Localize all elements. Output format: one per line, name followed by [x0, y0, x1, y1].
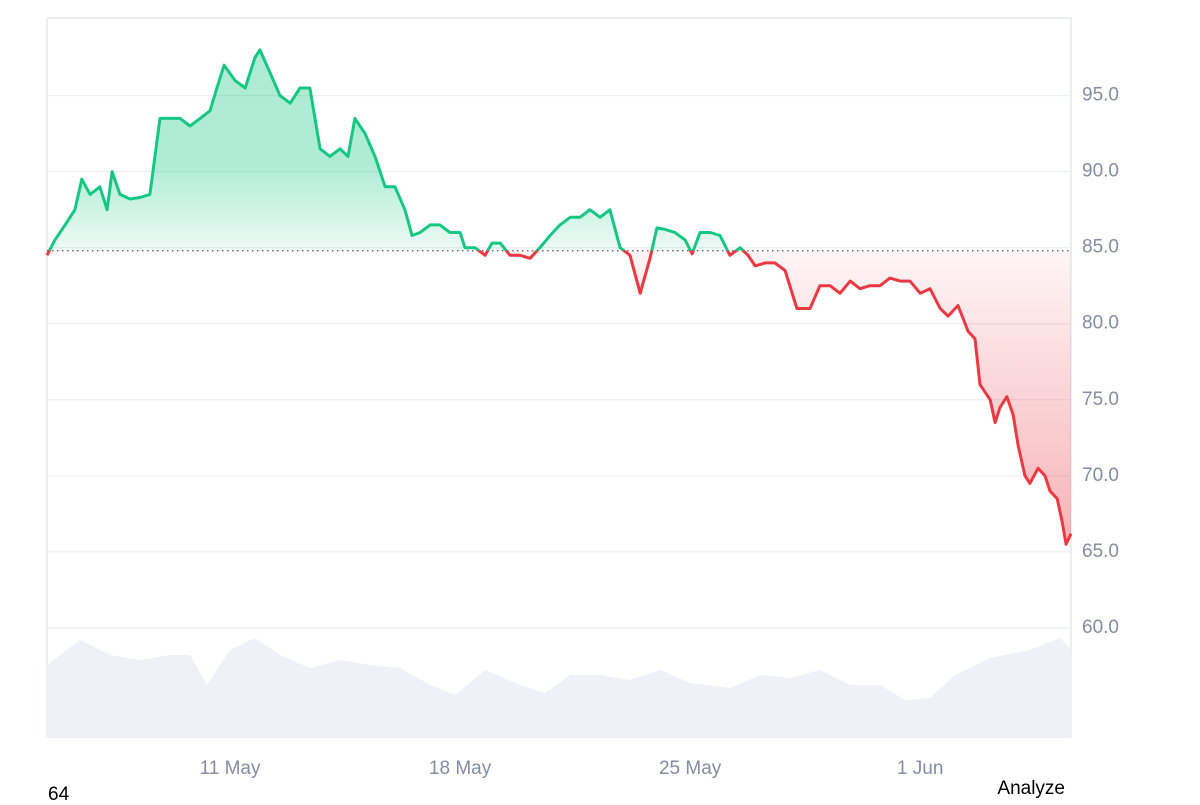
- y-tick-label: 60.0: [1082, 617, 1119, 638]
- x-tick-label: 25 May: [659, 758, 722, 779]
- x-tick-label: 1 Jun: [897, 758, 943, 779]
- x-tick-label: 18 May: [429, 758, 492, 779]
- x-tick-label: 11 May: [200, 758, 261, 779]
- volume-area: [47, 638, 1071, 737]
- price-line: [45, 48, 1073, 546]
- y-tick-label: 80.0: [1082, 313, 1119, 334]
- y-tick-label: 95.0: [1082, 85, 1119, 106]
- price-area: [47, 49, 1071, 545]
- analyze-button[interactable]: Analyze: [997, 778, 1065, 799]
- y-tick-label: 75.0: [1082, 389, 1119, 410]
- y-tick-label: 70.0: [1082, 465, 1119, 486]
- y-tick-label: 65.0: [1082, 541, 1119, 562]
- y-tick-label: 85.0: [1082, 237, 1119, 258]
- footer-left: 64: [48, 784, 70, 800]
- y-tick-label: 90.0: [1082, 161, 1119, 182]
